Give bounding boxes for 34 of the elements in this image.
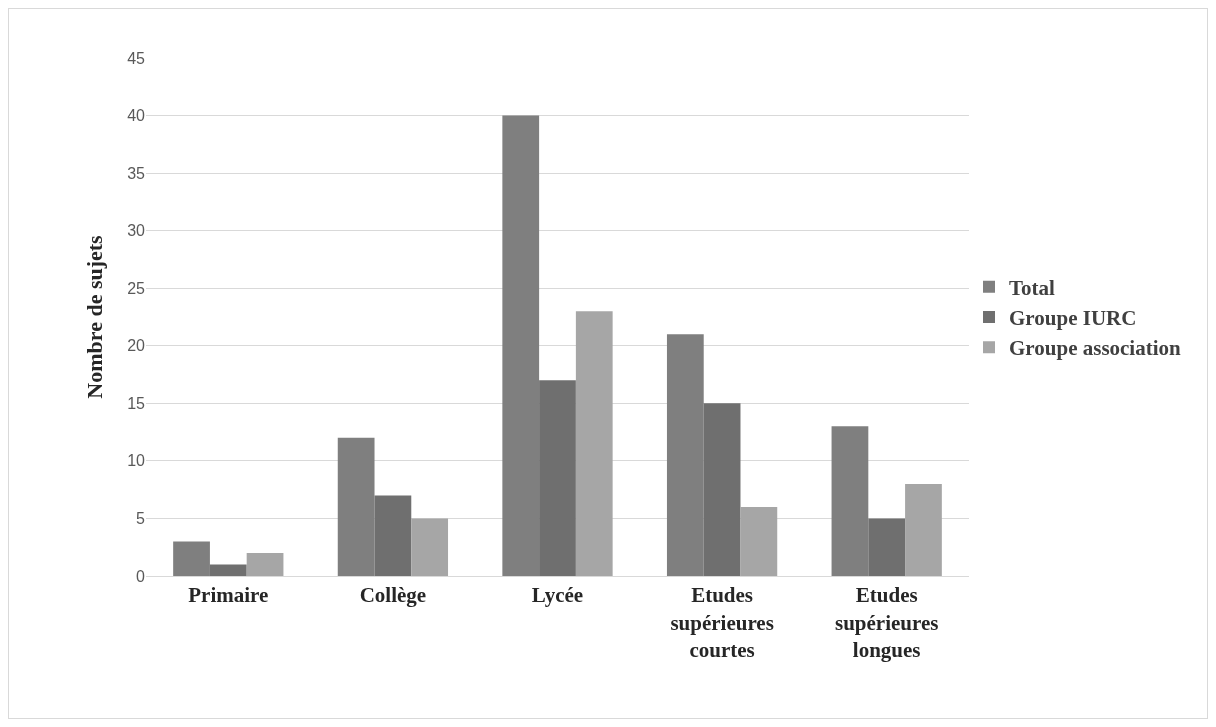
y-tick-label: 45 [127,49,146,67]
bar [337,437,375,576]
x-tick-label: Etudes supérieures longues [834,583,939,662]
bar [666,334,704,576]
y-tick-label: 10 [127,452,146,470]
bar [868,518,906,576]
x-tick-label: Lycée [531,583,584,608]
bar [831,426,869,576]
legend-label: Total [1009,275,1056,300]
bar [411,518,449,576]
bar [246,552,284,576]
bar [374,495,412,576]
bar [173,541,210,576]
y-axis-title: Nombre de sujets [82,234,107,399]
y-tick-label: 5 [136,510,146,528]
x-tick-label: Primaire [188,583,269,608]
x-tick-label: Etudes supérieures courtes [670,583,774,662]
x-tick-label: Collège [359,583,427,608]
y-tick-label: 20 [127,337,146,355]
legend-label: Groupe association [1009,336,1182,361]
y-tick-label: 40 [127,107,146,125]
legend-label: Groupe IURC [1009,306,1137,331]
bar [539,380,576,576]
y-tick-label: 15 [127,394,146,412]
y-tick-label: 30 [127,222,146,240]
bar [703,403,741,576]
bar [209,564,247,576]
bar [502,115,540,576]
bar [905,483,942,576]
bar [740,506,778,576]
y-tick-label: 0 [136,567,146,585]
bar [575,311,613,576]
y-tick-label: 35 [127,164,146,182]
y-tick-label: 25 [127,279,146,297]
